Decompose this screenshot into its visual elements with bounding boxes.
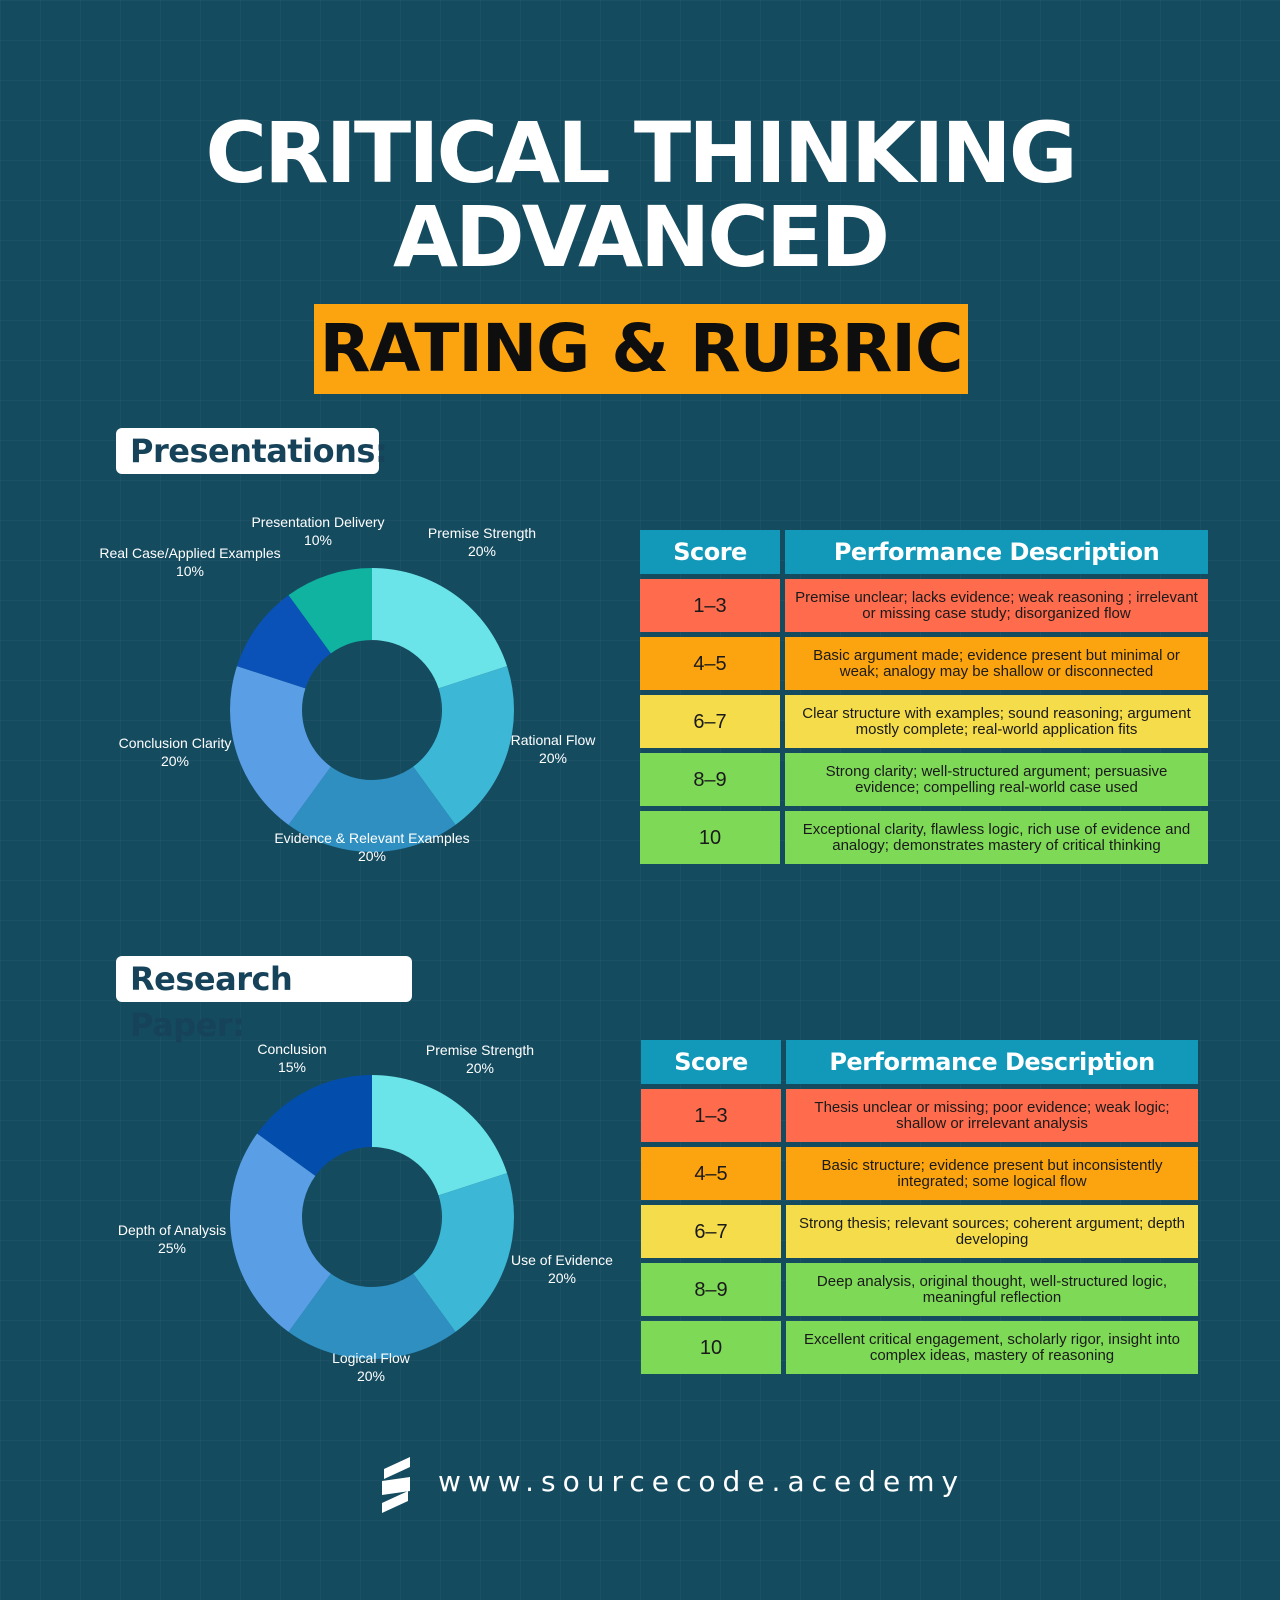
score-cell: 4–5	[641, 1147, 781, 1200]
research-paper-donut-chart: Premise Strength 20% Use of Evidence 20% Log…	[118, 1041, 613, 1384]
slice-category-label: Presentation Delivery	[251, 514, 384, 530]
slice-value-label: 20%	[357, 1368, 385, 1384]
description-header: Performance Description	[785, 530, 1208, 574]
table-row: 10 Excellent critical engagement, schola…	[641, 1321, 1198, 1374]
description-cell: Thesis unclear or missing; poor evidence…	[786, 1089, 1198, 1142]
table-row: 6–7 Strong thesis; relevant sources; coh…	[641, 1205, 1198, 1258]
score-cell: 8–9	[641, 1263, 781, 1316]
score-cell: 8–9	[640, 753, 780, 806]
table-row: 4–5 Basic structure; evidence present bu…	[641, 1147, 1198, 1200]
donut-slice-logical-flow	[288, 1273, 456, 1359]
slice-value-label: 20%	[466, 1060, 494, 1076]
slice-category-label: Use of Evidence	[511, 1252, 613, 1268]
score-cell: 10	[640, 811, 780, 864]
slice-category-label: Premise Strength	[428, 525, 536, 541]
s-logo-icon	[382, 1457, 410, 1513]
description-cell: Strong clarity; well-structured argument…	[785, 753, 1208, 806]
description-header: Performance Description	[786, 1040, 1198, 1084]
table-row: 8–9 Deep analysis, original thought, wel…	[641, 1263, 1198, 1316]
score-header: Score	[640, 530, 780, 574]
description-cell: Basic argument made; evidence present bu…	[785, 637, 1208, 690]
slice-value-label: 20%	[548, 1270, 576, 1286]
score-cell: 4–5	[640, 637, 780, 690]
table-row: 1–3 Premise unclear; lacks evidence; wea…	[640, 579, 1208, 632]
description-cell: Basic structure; evidence present but in…	[786, 1147, 1198, 1200]
donut-slice-use-of-evidence	[413, 1173, 514, 1332]
slice-category-label: Rational Flow	[511, 732, 597, 748]
title-line-1: CRITICAL THINKING	[205, 104, 1077, 202]
slice-value-label: 20%	[358, 848, 386, 864]
donut-slice-premise-strength	[372, 568, 508, 689]
score-cell: 6–7	[641, 1205, 781, 1258]
research-paper-label: Research Paper:	[116, 956, 412, 1044]
title-line-2: ADVANCED	[392, 188, 890, 286]
slice-category-label: Conclusion	[257, 1041, 326, 1057]
table-row: 6–7 Clear structure with examples; sound…	[640, 695, 1208, 748]
donut-slice-conclusion-clarity	[229, 666, 331, 825]
score-cell: 1–3	[641, 1089, 781, 1142]
description-cell: Strong thesis; relevant sources; coheren…	[786, 1205, 1198, 1258]
description-cell: Clear structure with examples; sound rea…	[785, 695, 1208, 748]
description-cell: Exceptional clarity, flawless logic, ric…	[785, 811, 1208, 864]
donut-slice-presentation-delivery	[288, 568, 372, 654]
score-cell: 1–3	[640, 579, 780, 632]
footer-website-link[interactable]: www.sourcecode.acedemy	[438, 1465, 966, 1498]
donut-slice-evidence-relevant-examples	[288, 766, 456, 852]
score-cell: 6–7	[640, 695, 780, 748]
slice-value-label: 10%	[176, 563, 204, 579]
donut-slice-real-case-applied-examples	[236, 595, 331, 689]
slice-category-label: Logical Flow	[332, 1350, 411, 1366]
presentations-rubric-table: Score Performance Description 1–3 Premis…	[635, 525, 1213, 869]
slice-value-label: 20%	[161, 753, 189, 769]
slice-category-label: Evidence & Relevant Examples	[274, 830, 469, 846]
slice-category-label: Depth of Analysis	[118, 1222, 226, 1238]
donut-slice-conclusion	[257, 1075, 372, 1176]
table-row: 8–9 Strong clarity; well-structured argu…	[640, 753, 1208, 806]
slice-value-label: 15%	[278, 1059, 306, 1075]
table-row: 10 Exceptional clarity, flawless logic, …	[640, 811, 1208, 864]
presentations-label: Presentations:	[116, 428, 388, 474]
donut-slice-depth-of-analysis	[229, 1133, 331, 1332]
slice-value-label: 20%	[539, 750, 567, 766]
description-cell: Deep analysis, original thought, well-st…	[786, 1263, 1198, 1316]
donut-slice-premise-strength	[372, 1075, 508, 1196]
description-cell: Premise unclear; lacks evidence; weak re…	[785, 579, 1208, 632]
presentations-donut-chart: Premise Strength 20% Rational Flow 20% Evide…	[99, 514, 597, 864]
research-paper-rubric-table: Score Performance Description 1–3 Thesis…	[636, 1035, 1203, 1379]
slice-value-label: 20%	[468, 543, 496, 559]
slice-category-label: Real Case/Applied Examples	[99, 545, 280, 561]
slice-value-label: 25%	[158, 1240, 186, 1256]
table-row: 1–3 Thesis unclear or missing; poor evid…	[641, 1089, 1198, 1142]
slice-value-label: 10%	[304, 532, 332, 548]
score-header: Score	[641, 1040, 781, 1084]
table-row: 4–5 Basic argument made; evidence presen…	[640, 637, 1208, 690]
slice-category-label: Premise Strength	[426, 1042, 534, 1058]
donut-slice-rational-flow	[413, 666, 514, 825]
slice-category-label: Conclusion Clarity	[119, 735, 232, 751]
rating-rubric-banner: RATING & RUBRIC	[314, 304, 968, 394]
score-cell: 10	[641, 1321, 781, 1374]
description-cell: Excellent critical engagement, scholarly…	[786, 1321, 1198, 1374]
footer: www.sourcecode.acedemy	[0, 1455, 1280, 1515]
